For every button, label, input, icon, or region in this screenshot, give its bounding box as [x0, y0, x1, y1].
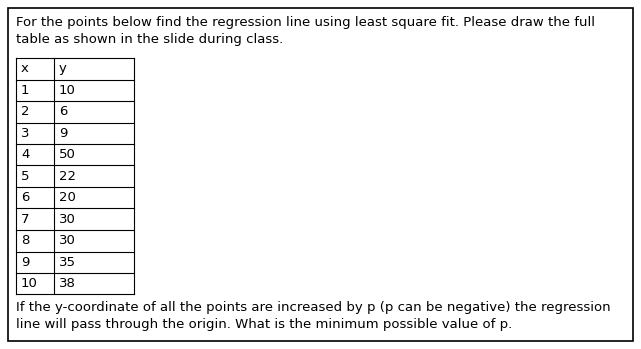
Text: x: x	[21, 62, 29, 75]
Text: 35: 35	[59, 256, 76, 269]
Text: 50: 50	[59, 148, 76, 161]
Text: 30: 30	[59, 213, 76, 226]
Text: 7: 7	[21, 213, 29, 226]
Text: 1: 1	[21, 84, 29, 97]
Text: 6: 6	[21, 191, 29, 204]
Text: 20: 20	[59, 191, 76, 204]
Text: 10: 10	[21, 277, 38, 290]
Text: 9: 9	[21, 256, 29, 269]
Text: For the points below find the regression line using least square fit. Please dra: For the points below find the regression…	[16, 16, 595, 46]
Text: 2: 2	[21, 105, 29, 118]
Text: If the y-coordinate of all the points are increased by p (p can be negative) the: If the y-coordinate of all the points ar…	[16, 302, 611, 332]
Text: 9: 9	[59, 127, 67, 140]
Text: 30: 30	[59, 234, 76, 247]
Text: 4: 4	[21, 148, 29, 161]
Text: 6: 6	[59, 105, 67, 118]
Text: 5: 5	[21, 170, 29, 183]
Text: 22: 22	[59, 170, 76, 183]
Text: y: y	[59, 62, 67, 75]
Text: 3: 3	[21, 127, 29, 140]
Text: 10: 10	[59, 84, 76, 97]
Text: 38: 38	[59, 277, 76, 290]
Text: 8: 8	[21, 234, 29, 247]
